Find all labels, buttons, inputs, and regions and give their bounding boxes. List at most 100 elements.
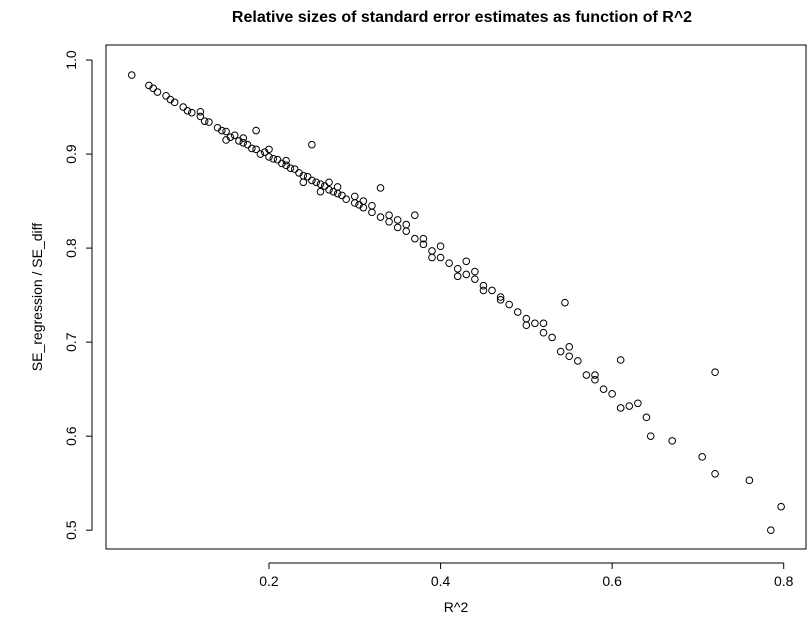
point [565,343,574,351]
point [338,191,346,200]
point [385,217,393,226]
point [325,186,333,194]
point [616,356,625,364]
point [239,134,248,142]
point [565,352,574,361]
point [368,208,376,217]
point [312,178,320,187]
point [453,272,462,281]
point [428,253,436,262]
point [411,211,419,219]
point [265,145,273,154]
point [308,140,316,149]
point [205,118,213,126]
point [393,216,402,224]
x-tick-label: 0.4 [431,573,451,589]
x-axis-label: R^2 [444,599,469,615]
point [170,98,179,107]
point [303,172,312,181]
point [187,108,196,117]
y-tick-label: 1.0 [63,50,79,70]
point [299,178,308,187]
point [582,371,591,379]
point [591,371,599,379]
x-tick-label: 0.6 [602,573,622,589]
point [376,213,385,221]
point [646,432,655,440]
y-tick-label: 0.6 [63,426,79,446]
point [243,140,252,149]
point [252,145,260,154]
point [325,178,333,187]
point [496,296,505,304]
point [200,117,209,125]
y-tick-label: 0.8 [63,238,79,258]
point [548,333,556,342]
point [668,437,676,445]
point [522,314,531,323]
point [616,404,625,412]
point [308,176,316,185]
point [471,275,479,283]
point [196,112,205,121]
point [342,195,350,204]
y-tick-label: 0.5 [63,520,79,540]
point [248,144,256,153]
point [239,138,248,147]
point [711,368,719,377]
point [402,220,411,229]
point [436,242,445,251]
point [376,184,385,192]
point [127,71,136,79]
point [462,270,471,279]
point [711,469,719,478]
point [290,165,299,173]
point [561,298,569,307]
point [350,199,359,207]
point [183,107,192,115]
point [419,240,428,249]
point [385,211,393,219]
point [282,156,290,165]
y-tick-label: 0.9 [63,144,79,164]
point [162,91,170,100]
point [273,155,282,164]
point [428,247,436,255]
point [479,286,488,295]
point [149,84,157,93]
point [153,88,162,96]
point [393,223,402,232]
point [462,257,471,266]
point [286,164,295,172]
point [539,319,548,328]
x-tick-label: 0.8 [774,573,794,589]
point [269,154,278,163]
point [350,192,359,201]
point [453,264,462,273]
point [222,127,230,136]
y-axis-label: SE_regression / SE_diff [29,223,45,371]
plot-box [105,44,807,550]
point [513,308,522,316]
point [599,385,608,393]
point [698,453,707,461]
point [574,357,582,365]
point [230,131,239,140]
point [436,253,445,262]
point [488,286,496,295]
point [368,201,376,210]
point [591,375,599,384]
point [411,234,419,243]
chart-title: Relative sizes of standard error estimat… [232,9,692,26]
point [479,281,488,290]
point [608,390,616,398]
point [333,189,342,198]
point [222,136,230,144]
point [539,328,548,337]
point [505,300,513,309]
point [625,402,634,410]
point [196,107,205,116]
x-tick-label: 0.2 [259,573,279,589]
point [777,502,785,511]
